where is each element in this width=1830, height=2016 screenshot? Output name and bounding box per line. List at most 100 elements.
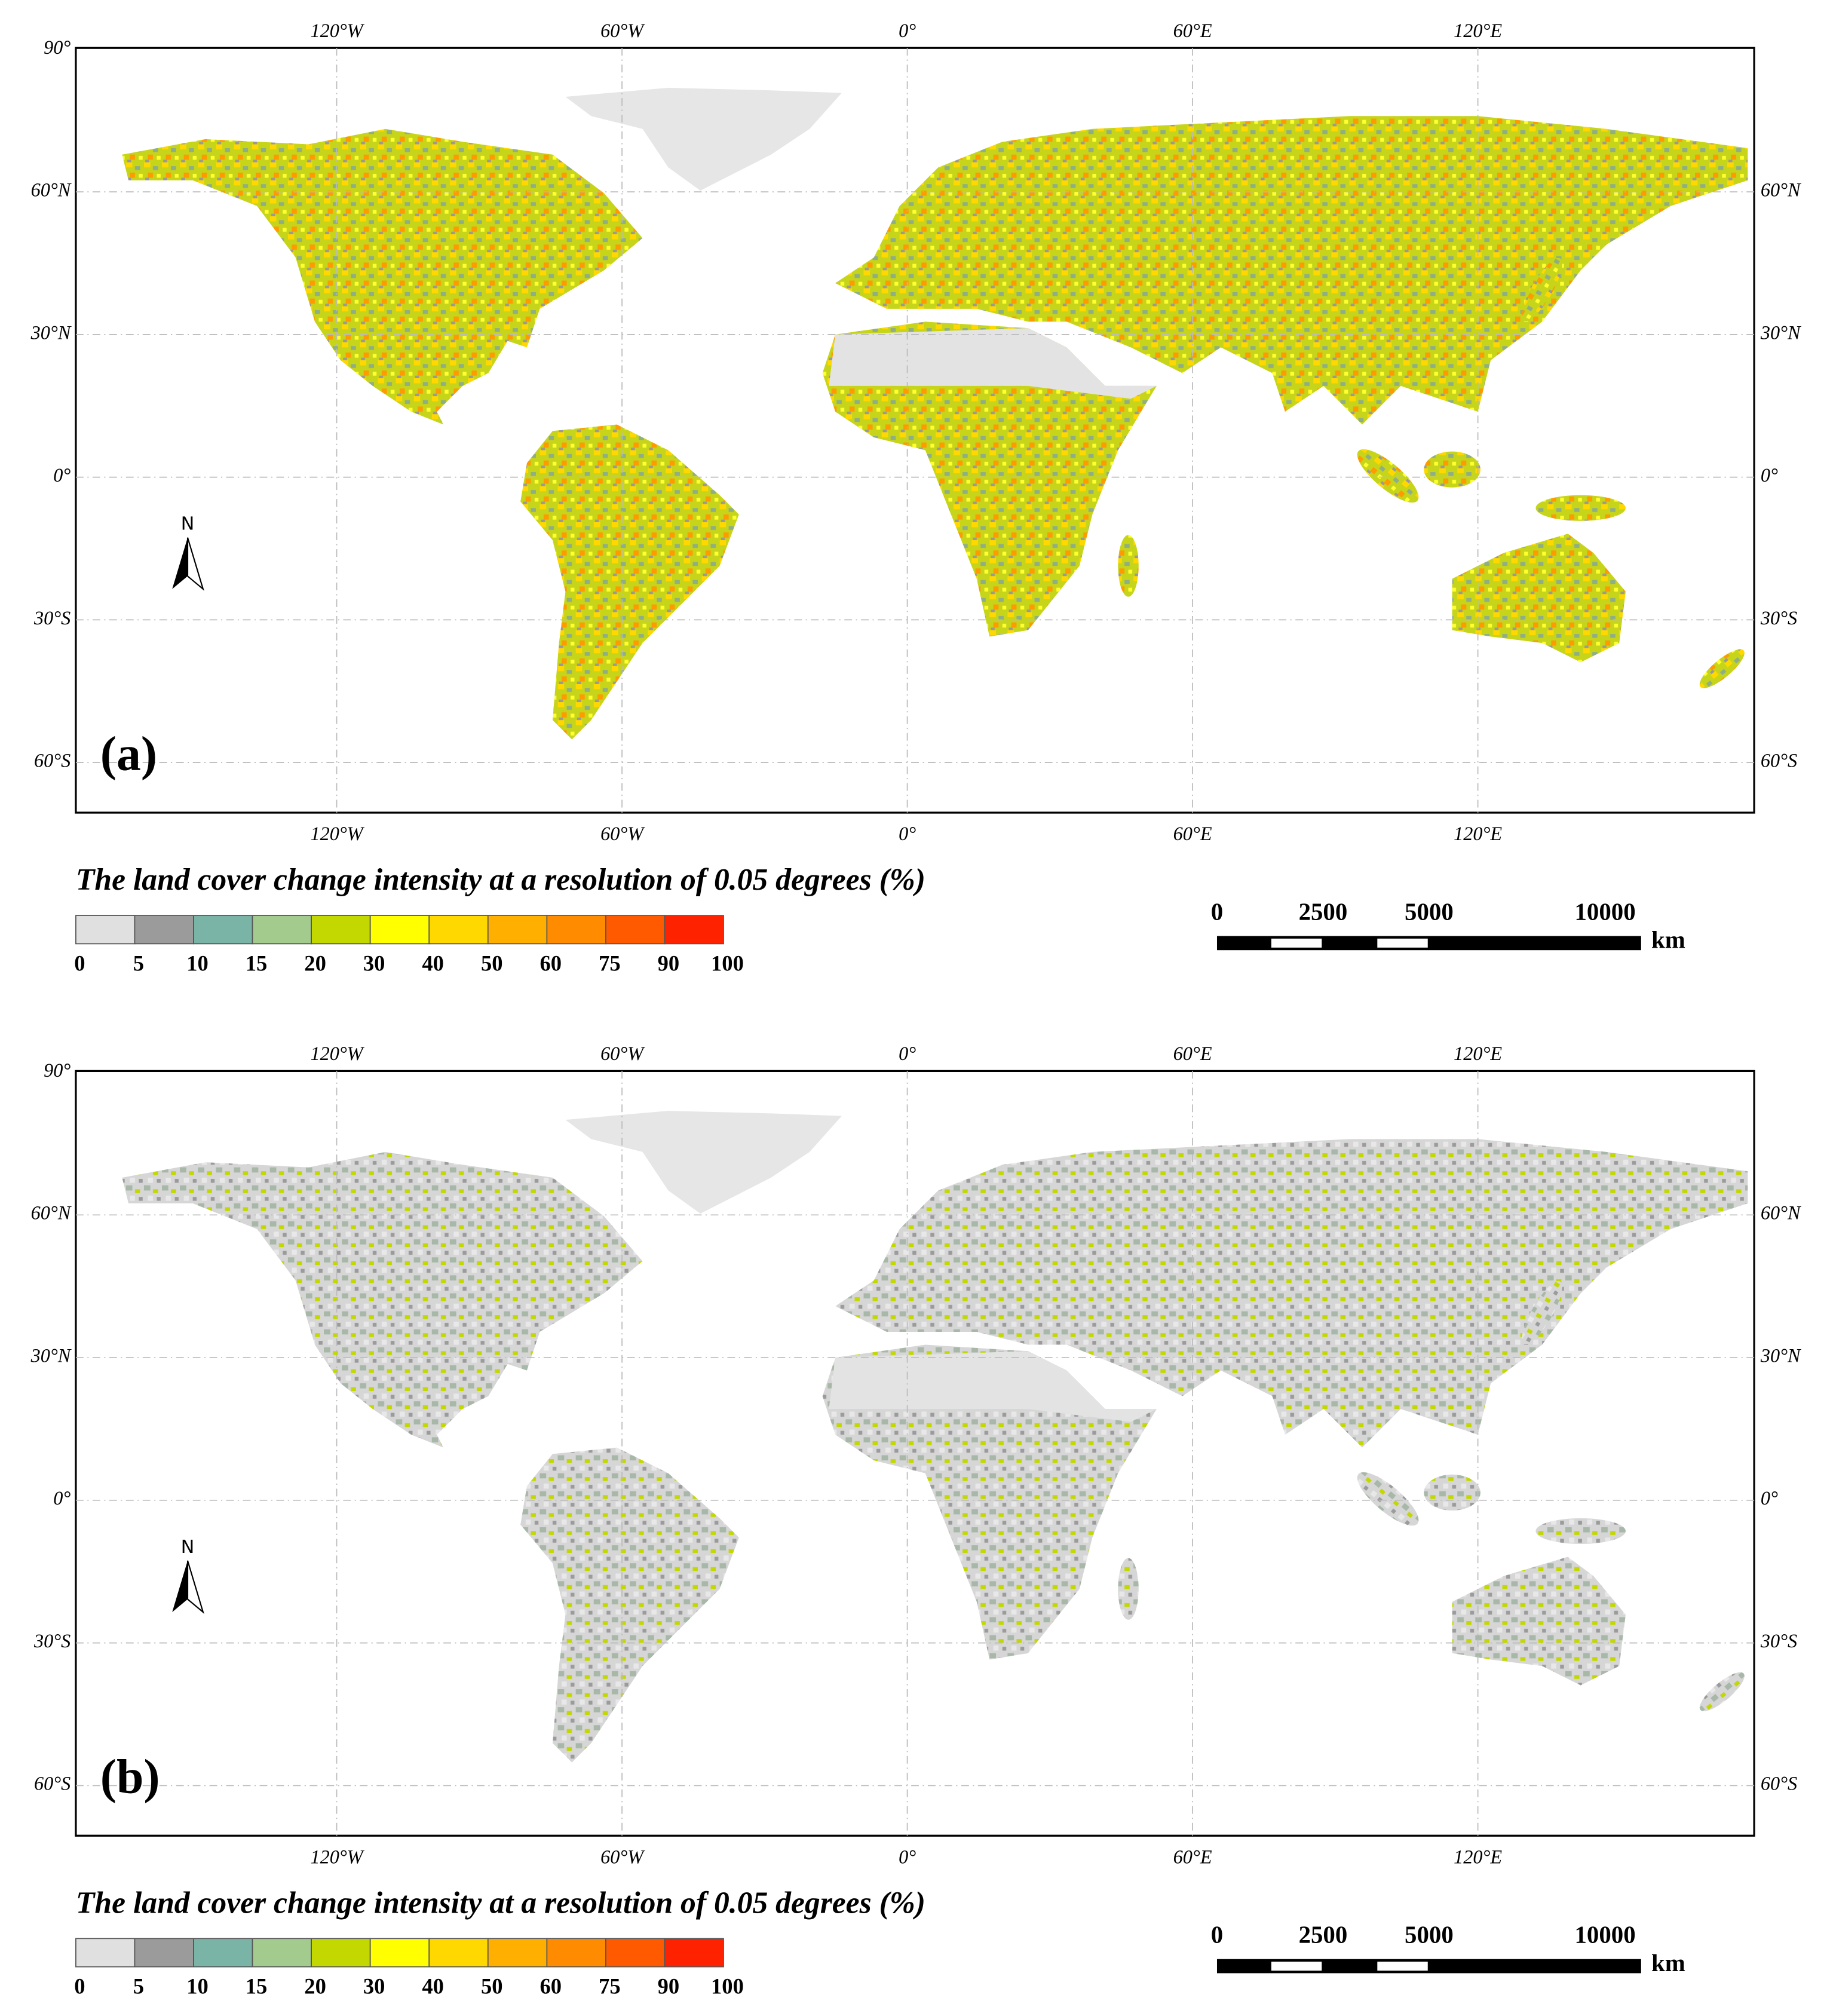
lat-tick-label: 30°S xyxy=(1760,1630,1797,1652)
legend-break: 10 xyxy=(186,951,209,975)
lon-tick-label: 120°W xyxy=(310,20,364,41)
legend-swatch xyxy=(546,1938,606,1968)
legend-break: 30 xyxy=(363,951,385,975)
legend-break: 0 xyxy=(74,1974,85,1999)
scale-bar xyxy=(1216,936,1641,951)
legend-break: 60 xyxy=(540,1974,562,1999)
legend-swatch xyxy=(664,1938,724,1968)
lat-tick-label: 30°N xyxy=(1760,1344,1801,1366)
legend-swatch xyxy=(369,1938,430,1968)
lon-tick-label: 60°W xyxy=(600,1043,645,1064)
north-arrow xyxy=(186,1560,204,1614)
lon-tick-label: 120°W xyxy=(310,1846,364,1867)
north-label: N xyxy=(181,1537,195,1558)
scale-label: 0 xyxy=(1211,898,1223,925)
north-arrow xyxy=(172,1560,188,1612)
lon-tick-label: 60°E xyxy=(1173,20,1212,41)
lat-tick-label: 60°N xyxy=(31,1202,72,1224)
north-arrow xyxy=(186,537,204,591)
legend-break: 100 xyxy=(711,1974,744,1999)
lat-tick-label: 30°N xyxy=(30,321,72,343)
lon-tick-label: 120°W xyxy=(310,823,364,844)
legend-break: 75 xyxy=(599,951,621,975)
lat-tick-label: 60°N xyxy=(1761,179,1801,201)
panel-b: 120°W 120°W 60°W 60°W 0° 0° 60°E 60°E 120°E 120°E… xyxy=(30,1043,1801,1999)
scale-label: 5000 xyxy=(1405,898,1454,925)
legend-swatch xyxy=(487,915,548,945)
lon-tick-label: 120°E xyxy=(1454,1846,1502,1867)
lat-tick-label: 60°N xyxy=(1761,1202,1801,1224)
scale-bar-gap xyxy=(1377,1962,1428,1971)
lon-tick-label: 0° xyxy=(899,823,916,844)
legend-break: 20 xyxy=(304,951,326,975)
lat-tick-label: 0° xyxy=(1761,464,1778,486)
lat-tick-label: 0° xyxy=(1761,1487,1778,1509)
scale-label: 0 xyxy=(1211,1922,1223,1948)
scale-bar-gap xyxy=(1271,938,1322,948)
lat-tick-label: 60°S xyxy=(1761,1773,1797,1794)
lat-tick-label: 0° xyxy=(53,464,70,486)
scale-unit: km xyxy=(1651,927,1685,954)
lon-tick-label: 60°E xyxy=(1173,1846,1212,1867)
land-mass xyxy=(122,87,1750,740)
lon-tick-label: 60°E xyxy=(1173,823,1212,844)
legend-swatch xyxy=(252,1938,312,1968)
scale-label: 10000 xyxy=(1575,898,1636,925)
lon-tick-label: 120°W xyxy=(310,1043,364,1064)
lat-tick-label: 60°S xyxy=(34,1773,70,1794)
legend-break: 75 xyxy=(599,1974,621,1999)
lon-tick-label: 60°E xyxy=(1173,1043,1212,1064)
map-frame xyxy=(75,47,1755,814)
legend-break: 90 xyxy=(658,1974,680,1999)
legend-break: 60 xyxy=(540,951,562,975)
panel-a: 120°W 120°W 60°W 60°W 0° 0° 60°E 60°E 120°E 120°E… xyxy=(30,20,1801,976)
lat-tick-label: 60°S xyxy=(1761,750,1797,771)
scale-unit: km xyxy=(1651,1950,1685,1977)
lon-tick-label: 120°E xyxy=(1454,1043,1502,1064)
scale-bar-gap xyxy=(1271,1962,1322,1971)
land-mass xyxy=(122,1111,1750,1763)
lat-tick-label: 60°N xyxy=(31,179,72,201)
lon-tick-label: 60°W xyxy=(600,20,645,41)
lat-tick-label: 60°S xyxy=(34,750,70,771)
lat-tick-label: 30°S xyxy=(33,1630,70,1652)
lon-tick-label: 0° xyxy=(899,1043,916,1064)
north-label: N xyxy=(181,514,195,535)
lat-tick-label: 30°N xyxy=(30,1344,72,1366)
legend-swatch xyxy=(75,1938,136,1968)
legend-break: 90 xyxy=(658,951,680,975)
scale-label: 2500 xyxy=(1299,898,1348,925)
legend-swatch xyxy=(134,1938,194,1968)
lon-tick-label: 0° xyxy=(899,1846,916,1867)
legend-break: 15 xyxy=(246,951,268,975)
lon-tick-label: 60°W xyxy=(600,823,645,844)
legend-break: 5 xyxy=(133,951,144,975)
scale-label: 10000 xyxy=(1575,1922,1636,1948)
legend-break: 50 xyxy=(481,951,503,975)
lat-tick-label: 90° xyxy=(44,1059,70,1081)
legend-break: 0 xyxy=(74,951,85,975)
legend-swatch xyxy=(487,1938,548,1968)
lat-tick-label: 30°S xyxy=(33,607,70,629)
legend-swatch xyxy=(134,915,194,945)
legend-swatch xyxy=(193,1938,253,1968)
legend-break: 40 xyxy=(422,951,444,975)
lat-tick-label: 90° xyxy=(44,36,70,58)
lat-tick-label: 0° xyxy=(53,1487,70,1509)
legend-title: The land cover change intensity at a res… xyxy=(76,1886,925,1920)
lon-tick-label: 120°E xyxy=(1454,20,1502,41)
legend-swatch xyxy=(311,915,371,945)
legend-break: 15 xyxy=(246,1974,268,1999)
scale-bar-gap xyxy=(1377,938,1428,948)
legend-title: The land cover change intensity at a res… xyxy=(76,863,925,897)
map-frame xyxy=(75,1070,1755,1837)
lon-tick-label: 120°E xyxy=(1454,823,1502,844)
legend-break: 20 xyxy=(304,1974,326,1999)
legend-break: 5 xyxy=(133,1974,144,1999)
legend-swatch xyxy=(428,915,489,945)
panel-label: (a) xyxy=(100,726,157,780)
legend-swatch xyxy=(546,915,606,945)
legend-swatch xyxy=(193,915,253,945)
legend-break: 50 xyxy=(481,1974,503,1999)
